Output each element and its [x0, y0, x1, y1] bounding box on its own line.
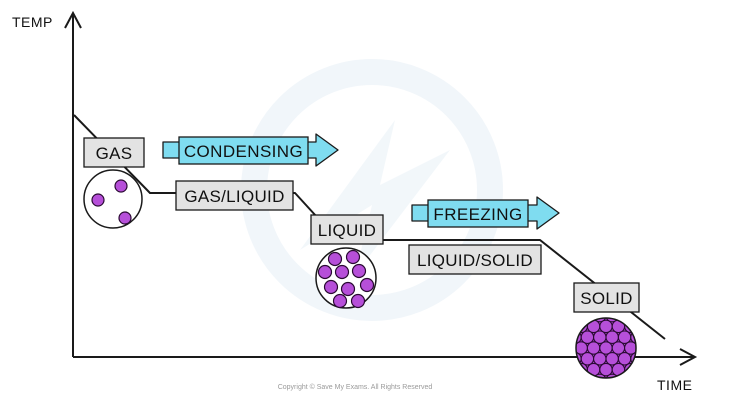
solid-particle [550, 363, 562, 375]
liquid-label: LIQUID [310, 214, 384, 245]
gas-liquid-label: GAS/LIQUID [175, 180, 294, 211]
solid-particle [612, 385, 624, 397]
solid-particle [656, 353, 668, 365]
solid-particle [563, 385, 575, 397]
condensing-arrow: CONDENSING [162, 133, 339, 167]
solid-particle [550, 299, 562, 311]
solid-particle [643, 331, 655, 343]
solid-particles-diagram [550, 299, 668, 397]
solid-particle [617, 373, 632, 378]
gas-label: GAS [83, 137, 145, 168]
svg-text:GAS/LIQUID: GAS/LIQUID [184, 187, 284, 206]
svg-text:FREEZING: FREEZING [433, 205, 522, 224]
gas-particles-diagram [83, 169, 143, 229]
solid-particle [649, 363, 661, 375]
solid-particle [625, 385, 637, 397]
solid-particle [576, 373, 582, 378]
y-axis-arrowhead [64, 10, 82, 29]
solid-particle [600, 385, 612, 397]
solid-particle [563, 320, 575, 332]
solid-particle [587, 385, 599, 397]
x-axis-label: TIME [657, 377, 692, 393]
solid-particle [580, 373, 595, 378]
solid-particle [649, 299, 661, 311]
solid-particle [637, 385, 649, 397]
solid-particle [563, 363, 575, 375]
svg-text:SOLID: SOLID [580, 289, 633, 308]
liquid-particles-diagram [315, 247, 377, 309]
solid-particle [630, 373, 636, 378]
solid-particle [563, 342, 575, 354]
solid-particle [637, 342, 649, 354]
x-axis-arrowhead [679, 348, 698, 366]
solid-particle [563, 299, 575, 311]
solid-particle [550, 385, 562, 397]
solid-particle [556, 374, 568, 386]
solid-particle [550, 342, 562, 354]
liquid-solid-label: LIQUID/SOLID [408, 244, 542, 275]
solid-particle [550, 320, 562, 332]
y-axis-label: TEMP [12, 14, 53, 30]
svg-text:GAS: GAS [96, 144, 133, 163]
copyright-notice: Copyright © Save My Exams. All Rights Re… [278, 383, 433, 391]
solid-particle [575, 385, 587, 397]
solid-particle [556, 353, 568, 365]
solid-particle [649, 342, 661, 354]
solid-particle [656, 309, 668, 321]
solid-particle [643, 309, 655, 321]
solid-particle [637, 363, 649, 375]
freezing-arrow: FREEZING [411, 196, 560, 230]
solid-particle [624, 341, 636, 355]
svg-text:LIQUID: LIQUID [318, 221, 376, 240]
solid-particle [643, 374, 655, 386]
solid-label: SOLID [573, 282, 640, 313]
solid-particle [556, 331, 568, 343]
solid-particle [556, 309, 568, 321]
solid-particle [643, 353, 655, 365]
svg-text:LIQUID/SOLID: LIQUID/SOLID [417, 251, 533, 270]
svg-text:CONDENSING: CONDENSING [184, 142, 303, 161]
